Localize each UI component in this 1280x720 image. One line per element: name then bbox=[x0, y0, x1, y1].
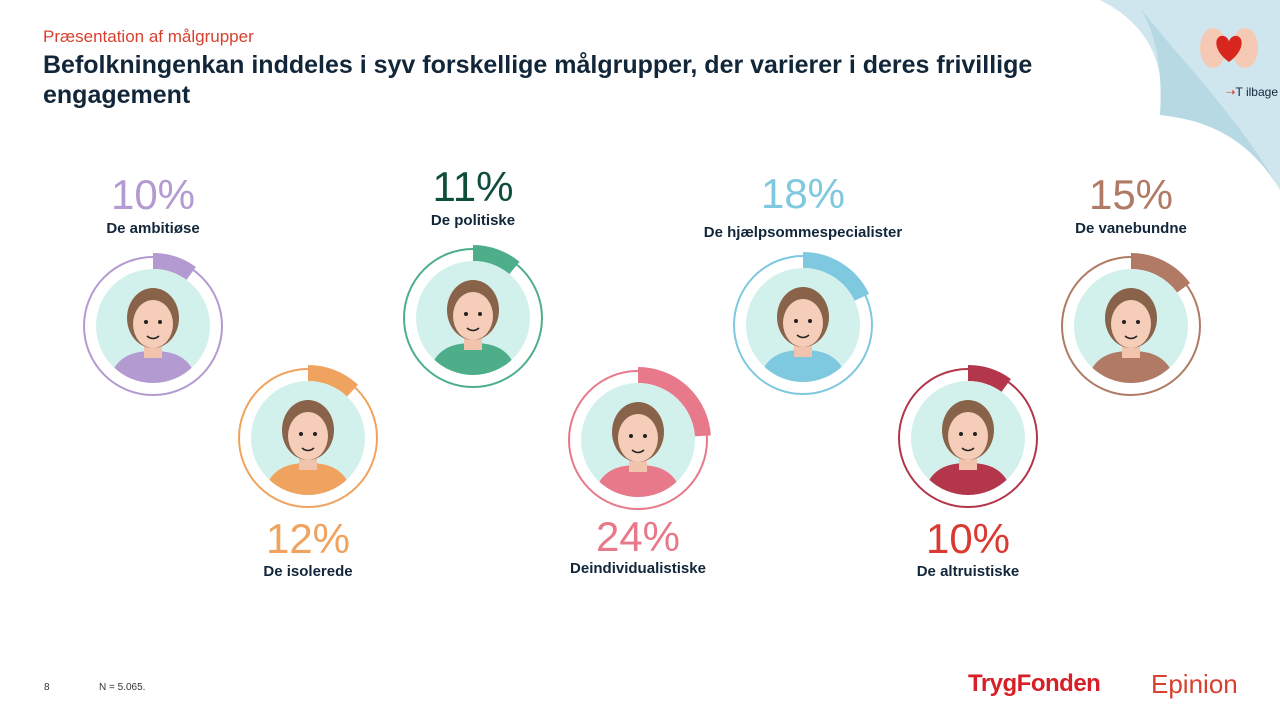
arrow-right-icon: ➝ bbox=[1225, 85, 1236, 99]
persona-ring bbox=[238, 365, 378, 508]
sample-size-note: N = 5.065. bbox=[99, 682, 146, 693]
persona-ring bbox=[83, 253, 223, 396]
persona-name: Deindividualistiske bbox=[570, 560, 706, 577]
persona-percent: 18% bbox=[760, 170, 846, 217]
percent-arc bbox=[967, 365, 1011, 393]
persona-name: De altruistiske bbox=[916, 563, 1020, 580]
trygfonden-logo: TrygFonden bbox=[968, 670, 1101, 697]
persona-name: De ambitiøse bbox=[106, 220, 200, 237]
persona-avatar-icon bbox=[263, 400, 353, 495]
percent-arc bbox=[637, 367, 711, 437]
page-title: Befolkningenkan inddeles i syv forskelli… bbox=[43, 51, 1033, 109]
persona-name: De vanebundne bbox=[1075, 220, 1187, 237]
persona-name: De hjælpsommespecialister bbox=[703, 224, 903, 241]
persona-avatar-icon bbox=[1086, 288, 1176, 383]
persona-ring bbox=[733, 252, 873, 395]
persona-percent: 15% bbox=[1088, 171, 1174, 218]
percent-arc bbox=[802, 252, 870, 302]
persona-percent: 10% bbox=[110, 171, 196, 218]
percent-arc bbox=[152, 253, 196, 281]
persona-name: De politiske bbox=[430, 212, 516, 229]
percent-arc bbox=[307, 365, 358, 397]
hands-heart-icon bbox=[1200, 28, 1258, 68]
back-link[interactable]: ➝T ilbage bbox=[1225, 85, 1278, 99]
slide-kicker: Præsentation af målgrupper bbox=[43, 27, 254, 46]
back-label: T ilbage bbox=[1235, 85, 1278, 99]
persona-ring bbox=[568, 367, 711, 510]
persona-percent: 24% bbox=[595, 513, 681, 560]
page-curl-decoration bbox=[1100, 0, 1280, 190]
persona-ring bbox=[403, 245, 543, 388]
percent-arc bbox=[1130, 253, 1191, 293]
persona-percent: 10% bbox=[925, 515, 1011, 562]
persona-avatar-icon bbox=[428, 280, 518, 375]
persona-percent: 11% bbox=[432, 163, 514, 210]
page-number: 8 bbox=[44, 682, 50, 693]
persona-ring bbox=[1061, 253, 1201, 396]
epinion-logo: Epinion bbox=[1151, 669, 1238, 699]
persona-percent: 12% bbox=[265, 515, 351, 562]
percent-arc bbox=[472, 245, 520, 275]
persona-avatar-icon bbox=[593, 402, 683, 497]
persona-ring bbox=[898, 365, 1038, 508]
persona-avatar-icon bbox=[108, 288, 198, 383]
persona-name: De isolerede bbox=[263, 563, 353, 580]
persona-avatar-icon bbox=[758, 287, 848, 382]
persona-avatar-icon bbox=[923, 400, 1013, 495]
